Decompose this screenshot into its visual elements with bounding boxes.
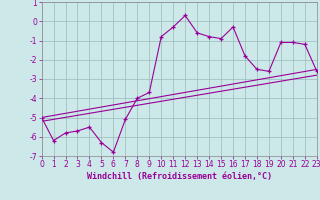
X-axis label: Windchill (Refroidissement éolien,°C): Windchill (Refroidissement éolien,°C)	[87, 172, 272, 181]
